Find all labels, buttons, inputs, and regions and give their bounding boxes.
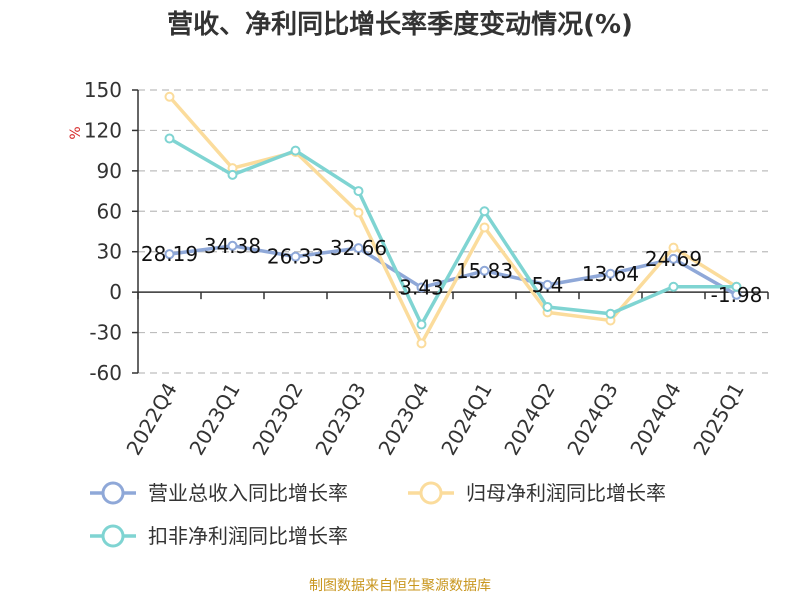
data-point [164,91,175,102]
y-axis-ticks: 150 120 90 60 30 0 -30 -60 [84,78,122,385]
y-tick-label: -60 [89,361,122,385]
y-tick-label: 150 [84,78,122,102]
data-point [164,133,175,144]
data-point [353,207,364,218]
x-tick-label: 2023Q3 [310,379,370,460]
x-tick-label: 2024Q3 [562,379,622,460]
data-point [353,243,364,254]
legend-item[interactable]: 归母净利润同比增长率 [408,481,666,505]
legend-item[interactable]: 扣非净利润同比增长率 [90,524,348,548]
data-label: 32.66 [330,236,387,260]
x-tick-label: 2023Q2 [247,379,307,460]
data-source-note: 制图数据来自恒生聚源数据库 [309,578,491,594]
data-point [479,206,490,217]
x-axis-ticks: 2022Q4 2023Q1 2023Q2 2023Q3 2023Q4 2024Q1 2024… [121,379,748,460]
data-point [605,308,616,319]
data-point [416,338,427,349]
data-label: 26.33 [267,245,324,269]
data-label: 24.69 [645,247,702,271]
y-tick-label: 0 [109,280,122,304]
data-label: 5.4 [532,273,564,297]
series-line [167,244,739,297]
y-tick-label: 30 [97,240,122,264]
series-lines [164,91,742,349]
data-point [416,319,427,330]
legend-label: 归母净利润同比增长率 [466,481,666,505]
data-label: 3.43 [399,276,444,300]
y-tick-label: 90 [97,159,122,183]
data-point [290,145,301,156]
legend-marker-icon [419,481,443,505]
data-point [479,222,490,233]
data-point [227,240,238,251]
data-point [605,268,616,279]
legend-label: 营业总收入同比增长率 [148,481,348,505]
axes [132,89,769,374]
legend-marker-icon [101,524,125,548]
legend-item[interactable]: 营业总收入同比增长率 [90,481,348,505]
data-label: -1.98 [711,283,763,307]
chart-title: 营收、净利同比增长率季度变动情况(%) [167,9,633,40]
x-tick-label: 2024Q4 [625,379,685,460]
y-tick-label: 120 [84,118,122,142]
data-point [416,282,427,293]
x-tick-label: 2023Q1 [184,379,244,460]
data-point [542,279,553,290]
data-label: 34.38 [204,234,261,258]
x-tick-label: 2024Q2 [499,379,559,460]
data-point [479,265,490,276]
x-tick-label: 2025Q1 [688,379,748,460]
data-point [542,301,553,312]
y-tick-label: -30 [89,321,122,345]
data-point [731,281,742,292]
legend-label: 扣非净利润同比增长率 [148,524,348,548]
data-point [227,169,238,180]
data-label: 28.19 [141,242,198,266]
y-tick-label: 60 [97,199,122,223]
data-point [164,249,175,260]
data-label: 13.64 [582,262,639,286]
grid-lines [138,89,768,374]
data-label: 15.83 [456,259,513,283]
x-tick-label: 2023Q4 [373,379,433,460]
data-point [668,242,679,253]
data-point [290,251,301,262]
data-point [668,281,679,292]
data-labels: 28.19 34.38 26.33 32.66 3.43 15.83 5.4 13.6424.… [141,234,763,307]
y-axis-unit-label: % [68,126,84,139]
data-point [353,186,364,197]
x-tick-label: 2022Q4 [121,379,181,460]
data-point [668,253,679,264]
series-line [167,136,739,327]
x-tick-label: 2024Q1 [436,379,496,460]
series-line [167,94,739,346]
legend-marker-icon [101,481,125,505]
